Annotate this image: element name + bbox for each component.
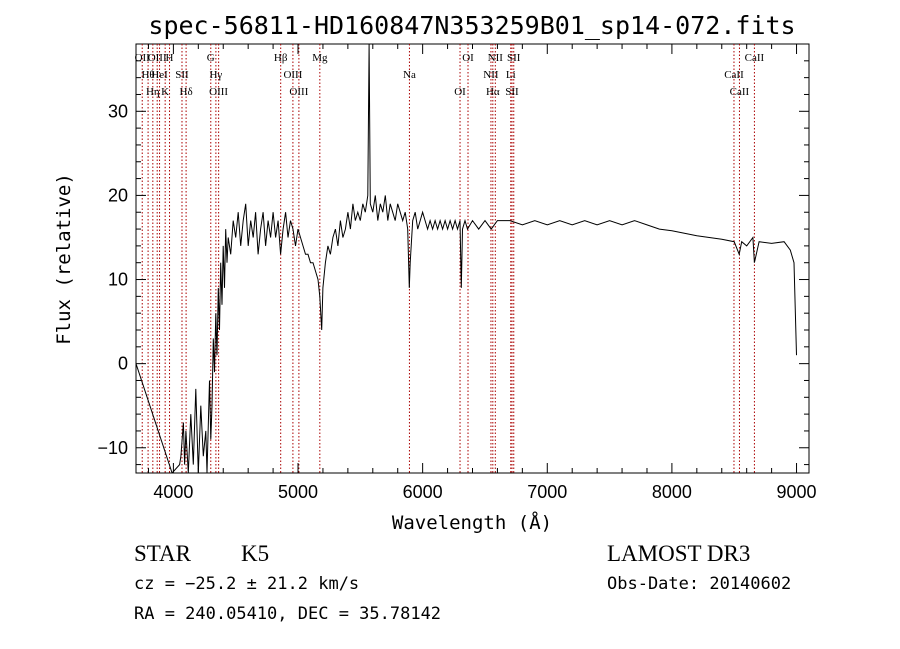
observation-date: Obs-Date: 20140602 xyxy=(607,574,791,594)
spectral-line-labels: OIIHθHηOIIIHeIKHSIIHδGHγOIIIHβOIIIOIIIMg… xyxy=(135,52,765,98)
redshift-velocity: cz = −25.2 ± 21.2 km/s xyxy=(134,574,359,594)
x-axis-label: Wavelength (Å) xyxy=(392,511,552,534)
y-tick-label: 30 xyxy=(108,101,128,121)
y-tick-label: 20 xyxy=(108,185,128,205)
object-class: STAR xyxy=(134,541,192,566)
line-label: NII xyxy=(483,69,499,81)
line-label: HeI xyxy=(151,69,168,81)
line-label: OIII xyxy=(148,52,167,64)
x-tick-label: 9000 xyxy=(777,482,817,502)
line-label: CaII xyxy=(724,69,744,81)
line-label: SII xyxy=(507,52,521,64)
line-label: Li xyxy=(506,69,516,81)
line-label: OI xyxy=(454,86,466,98)
line-label: Na xyxy=(403,69,416,81)
line-label: NII xyxy=(488,52,504,64)
spectrum-series xyxy=(136,44,797,473)
line-label: CaII xyxy=(730,86,750,98)
x-tick-label: 7000 xyxy=(527,482,567,502)
line-label: SII xyxy=(505,86,519,98)
line-label: OIII xyxy=(289,86,308,98)
survey-name: LAMOST DR3 xyxy=(607,541,750,566)
line-label: K xyxy=(161,86,169,98)
chart-title: spec-56811-HD160847N353259B01_sp14-072.f… xyxy=(148,11,795,40)
line-label: H xyxy=(166,52,174,64)
x-tick-label: 8000 xyxy=(652,482,692,502)
line-label: OIII xyxy=(283,69,302,81)
line-label: SII xyxy=(175,69,189,81)
y-axis-ticks: −10 0 10 20 30 xyxy=(97,60,809,466)
line-label: CaII xyxy=(745,52,765,64)
line-label: Mg xyxy=(312,52,328,64)
coordinates: RA = 240.05410, DEC = 35.78142 xyxy=(134,604,441,624)
plot-frame xyxy=(135,43,810,474)
y-tick-label: 10 xyxy=(108,270,128,290)
x-tick-label: 4000 xyxy=(153,482,193,502)
y-axis-label: Flux (relative) xyxy=(53,173,75,345)
line-label: Hγ xyxy=(209,69,222,81)
line-label: Hδ xyxy=(180,86,193,98)
x-axis-ticks: 4000 5000 6000 7000 8000 9000 xyxy=(147,44,817,502)
y-tick-label: 0 xyxy=(118,354,128,374)
x-tick-label: 5000 xyxy=(278,482,318,502)
spectrum-line xyxy=(136,44,797,473)
line-label: Hη xyxy=(146,86,160,98)
line-label: OI xyxy=(462,52,474,64)
line-label: Hβ xyxy=(274,52,288,64)
line-label: OIII xyxy=(209,86,228,98)
line-label: G xyxy=(207,52,215,64)
line-label: Hα xyxy=(486,86,500,98)
x-tick-label: 6000 xyxy=(403,482,443,502)
y-tick-label: −10 xyxy=(97,438,128,458)
line-label: Hθ xyxy=(141,69,154,81)
object-subclass: K5 xyxy=(241,541,269,566)
spectral-line-markers xyxy=(141,44,755,473)
